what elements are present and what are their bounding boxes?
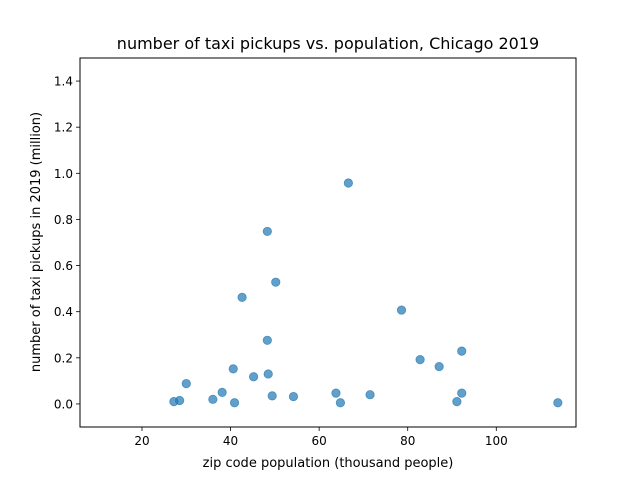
data-point — [228, 364, 238, 374]
data-point — [175, 395, 185, 406]
data-point — [267, 391, 277, 401]
data-point — [262, 335, 272, 345]
plot-area-frame — [79, 57, 577, 428]
x-axis-label: zip code population (thousand people) — [203, 456, 454, 471]
data-point — [288, 391, 299, 402]
data-point — [217, 387, 227, 398]
data-point — [331, 388, 341, 398]
data-point — [263, 369, 273, 379]
data-point — [452, 397, 462, 407]
y-tick-label: 1.2 — [54, 121, 73, 135]
data-point — [229, 398, 240, 408]
x-tick-label: 60 — [312, 434, 327, 448]
data-point — [262, 226, 272, 237]
y-axis-ticks: 0.0 0.2 0.4 0.6 0.8 1.0 1.2 1.4 — [54, 75, 80, 411]
y-tick-label: 0.6 — [54, 259, 73, 273]
data-points — [169, 178, 563, 408]
data-point — [457, 388, 467, 398]
x-tick-label: 40 — [223, 434, 238, 448]
data-point — [396, 305, 407, 315]
data-point — [208, 394, 218, 404]
y-tick-label: 0.4 — [54, 305, 73, 319]
data-point — [434, 361, 444, 372]
y-tick-label: 1.0 — [54, 167, 73, 181]
data-point — [457, 346, 467, 356]
data-point — [181, 379, 191, 389]
data-point — [415, 355, 425, 365]
y-tick-label: 1.4 — [54, 75, 73, 89]
data-point — [237, 292, 247, 302]
data-point — [343, 178, 353, 188]
data-point — [553, 398, 563, 408]
chart-title: number of taxi pickups vs. population, C… — [117, 34, 539, 53]
x-tick-label: 100 — [485, 434, 508, 448]
data-point — [335, 398, 345, 408]
y-tick-label: 0.8 — [54, 213, 73, 227]
data-point — [271, 277, 281, 287]
x-tick-label: 20 — [134, 434, 149, 448]
y-axis-label: number of taxi pickups in 2019 (million) — [29, 112, 44, 372]
x-axis-ticks: 20 40 60 80 100 — [134, 427, 508, 448]
y-tick-label: 0.2 — [54, 351, 73, 365]
x-tick-label: 80 — [400, 434, 415, 448]
data-point — [365, 390, 375, 400]
data-point — [249, 372, 259, 382]
y-tick-label: 0.0 — [54, 397, 73, 411]
